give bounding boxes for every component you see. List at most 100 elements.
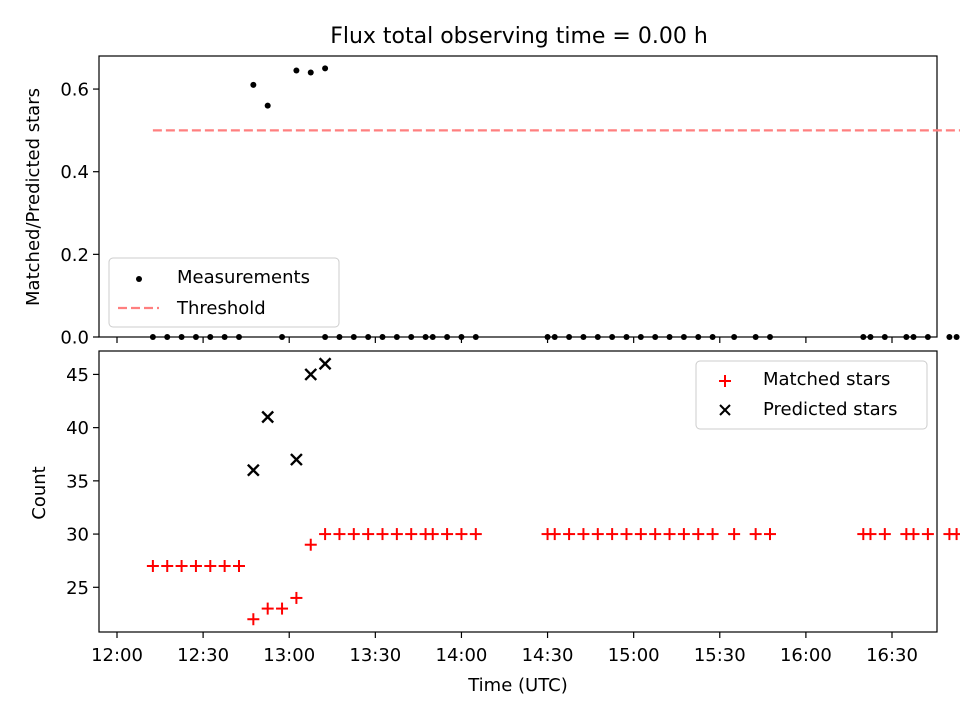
measurement-point xyxy=(250,81,257,88)
measurement-point xyxy=(566,334,573,340)
y-tick-label: 35 xyxy=(66,471,89,492)
matched-stars-point xyxy=(276,602,289,615)
matched-stars-point xyxy=(663,528,676,541)
measurement-point xyxy=(422,334,429,340)
matched-stars-point xyxy=(290,591,303,604)
predicted-stars-point xyxy=(318,357,332,371)
x-tick-label: 16:00 xyxy=(780,645,832,666)
matched-stars-point xyxy=(333,528,346,541)
chart-title: Flux total observing time = 0.00 h xyxy=(330,24,708,49)
y-tick-label: 45 xyxy=(66,365,89,386)
bottom-panel-x-ticks: 12:00 12:30 13:00 13:30 14:00 14:30 15:00 15:30… xyxy=(91,632,918,666)
measurement-point xyxy=(178,334,185,340)
measurement-point xyxy=(429,334,436,340)
measurement-point xyxy=(910,334,917,340)
matched-stars-point xyxy=(175,560,188,573)
top-legend: Measurements Threshold xyxy=(108,257,340,328)
measurement-point xyxy=(666,334,673,340)
measurement-point xyxy=(164,334,171,340)
matched-stars-point xyxy=(764,528,777,541)
measurement-point xyxy=(322,65,329,72)
matched-stars-point xyxy=(319,528,332,541)
measurement-point xyxy=(293,67,300,74)
bottom-panel: 25 30 35 40 45 12:00 12:30 13:00 13:30 14:00 14:3… xyxy=(29,350,960,696)
measurement-point xyxy=(307,69,314,76)
measurement-point xyxy=(767,334,774,340)
matched-stars-point xyxy=(161,560,174,573)
measurement-point xyxy=(860,334,867,340)
matched-stars-point xyxy=(563,528,576,541)
measurement-point xyxy=(264,102,271,109)
matched-stars-point xyxy=(878,528,891,541)
matched-stars-point xyxy=(577,528,590,541)
matched-stars-point xyxy=(907,528,920,541)
matched-stars-point xyxy=(405,528,418,541)
measurement-point xyxy=(953,334,960,340)
matched-stars-point xyxy=(548,528,561,541)
measurement-point xyxy=(594,334,601,340)
measurement-point xyxy=(731,334,738,340)
matched-stars-point xyxy=(441,528,454,541)
matched-stars-point xyxy=(362,528,375,541)
matched-stars-point xyxy=(606,528,619,541)
matched-stars-point xyxy=(218,560,231,573)
measurement-point xyxy=(221,334,228,340)
matched-stars-point xyxy=(749,528,762,541)
measurement-point xyxy=(408,334,415,340)
measurement-point xyxy=(444,334,451,340)
measurement-point xyxy=(680,334,687,340)
legend-measurements-label: Measurements xyxy=(177,267,310,288)
x-tick-label: 12:00 xyxy=(91,645,143,666)
bottom-panel-y-ticks: 25 30 35 40 45 xyxy=(66,365,99,599)
matched-stars-point xyxy=(864,528,877,541)
bottom-legend: Matched stars Predicted stars xyxy=(695,360,928,430)
measurement-point xyxy=(924,334,931,340)
measurement-point xyxy=(695,334,702,340)
top-panel-y-ticks: 0.0 0.2 0.4 0.6 xyxy=(60,80,99,349)
matched-stars-point xyxy=(390,528,403,541)
bottom-panel-data xyxy=(146,357,960,626)
measurement-point xyxy=(235,334,242,340)
measurement-point xyxy=(551,334,558,340)
matched-stars-point xyxy=(620,528,633,541)
matched-stars-point xyxy=(634,528,647,541)
matched-stars-point xyxy=(692,528,705,541)
x-tick-label: 13:00 xyxy=(263,645,315,666)
measurement-point xyxy=(609,334,616,340)
predicted-stars-point xyxy=(261,410,275,424)
measurement-point xyxy=(881,334,888,340)
measurement-point xyxy=(903,334,910,340)
y-tick-label: 0.0 xyxy=(60,328,89,349)
x-tick-label: 13:30 xyxy=(349,645,401,666)
measurement-point xyxy=(149,334,156,340)
measurement-point xyxy=(637,334,644,340)
measurement-point xyxy=(192,334,199,340)
legend-matched-marker xyxy=(719,375,731,387)
bottom-panel-y-axis-label: Count xyxy=(29,466,50,519)
measurement-point xyxy=(623,334,630,340)
measurement-point xyxy=(752,334,759,340)
matched-stars-point xyxy=(247,613,260,626)
matched-stars-point xyxy=(347,528,360,541)
predicted-stars-point xyxy=(290,453,303,466)
predicted-stars-point xyxy=(246,463,260,477)
matched-stars-point xyxy=(950,528,960,541)
y-tick-label: 0.4 xyxy=(60,162,89,183)
matched-stars-point xyxy=(706,528,719,541)
measurement-point xyxy=(379,334,386,340)
top-panel-x-ticks xyxy=(116,337,893,343)
legend-threshold-label: Threshold xyxy=(176,298,266,319)
measurement-point xyxy=(580,334,587,340)
measurement-point xyxy=(709,334,716,340)
legend-predicted-label: Predicted stars xyxy=(763,399,897,420)
top-legend-box xyxy=(108,257,340,328)
measurement-point xyxy=(279,334,286,340)
matched-stars-point xyxy=(189,560,202,573)
matched-stars-point xyxy=(146,560,159,573)
matched-stars-point xyxy=(232,560,245,573)
measurement-point xyxy=(946,334,953,340)
matched-stars-point xyxy=(591,528,604,541)
top-panel-y-axis-label: Matched/Predicted stars xyxy=(23,88,44,306)
bottom-legend-box xyxy=(695,360,928,430)
measurement-point xyxy=(336,334,343,340)
